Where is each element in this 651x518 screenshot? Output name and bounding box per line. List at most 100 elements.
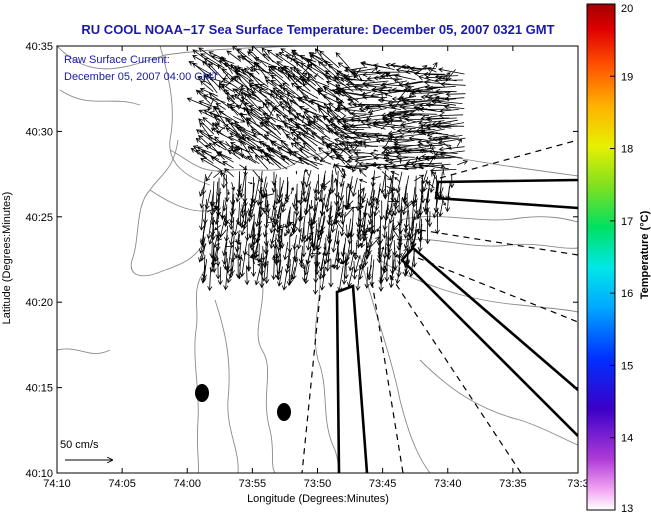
current-vector: [346, 156, 367, 163]
current-vector: [264, 260, 270, 285]
colorbar-tick-label: 13: [621, 503, 633, 515]
current-vector: [389, 131, 410, 137]
current-vector: [434, 207, 440, 235]
y-tick-label: 40:15: [25, 383, 53, 395]
current-vector: [432, 135, 463, 142]
current-vector: [418, 162, 449, 170]
current-vector: [277, 266, 283, 287]
current-vector: [258, 106, 276, 123]
current-vector: [249, 65, 274, 75]
current-vector: [319, 211, 326, 236]
current-vector: [218, 140, 239, 151]
current-vector: [244, 67, 260, 85]
current-vector: [228, 136, 247, 146]
current-vectors: [186, 46, 469, 295]
current-vector: [296, 85, 311, 104]
current-vector: [329, 123, 355, 134]
current-vector: [248, 105, 267, 115]
current-vector: [438, 187, 444, 201]
current-vector: [417, 120, 445, 126]
y-tick-label: 40:10: [25, 468, 53, 480]
current-vector: [202, 94, 226, 103]
current-vector: [386, 88, 417, 94]
current-vector: [358, 166, 369, 171]
current-vector: [262, 193, 274, 198]
current-vector: [210, 156, 225, 166]
current-vector: [399, 157, 402, 164]
current-vector: [302, 142, 324, 160]
current-vector: [325, 246, 331, 272]
current-vector: [316, 174, 322, 196]
current-vector: [232, 88, 253, 106]
colorbar-tick-label: 17: [621, 216, 633, 228]
current-vector: [227, 149, 241, 160]
current-vector: [303, 111, 316, 122]
current-vector: [304, 213, 311, 242]
current-vector: [434, 175, 440, 197]
colorbar: [586, 3, 616, 511]
current-vector: [339, 133, 372, 141]
current-vector: [286, 206, 292, 228]
current-vector: [221, 171, 228, 184]
current-vector: [200, 265, 206, 284]
current-vector: [271, 210, 277, 229]
current-vector: [262, 102, 274, 117]
x-tick-label: 73:35: [499, 478, 527, 490]
current-vector: [246, 155, 260, 165]
current-vector: [379, 265, 386, 283]
current-vector: [231, 182, 235, 191]
current-vector: [416, 65, 428, 75]
current-vector: [440, 81, 466, 87]
current-vector: [335, 106, 366, 113]
current-vector: [221, 84, 234, 92]
current-vector: [427, 134, 456, 141]
current-vector: [317, 225, 323, 241]
current-vector: [237, 66, 254, 82]
current-vector: [341, 167, 347, 176]
current-vector: [305, 168, 310, 176]
current-vector: [216, 152, 234, 163]
current-vector: [208, 229, 215, 245]
current-vector: [218, 110, 239, 124]
current-vector: [250, 253, 256, 265]
current-vector: [240, 192, 242, 196]
current-vector: [387, 174, 394, 196]
current-vector: [384, 93, 393, 98]
current-vector: [428, 85, 456, 91]
current-vector: [303, 192, 310, 216]
current-vector: [306, 64, 332, 80]
current-vector: [361, 193, 367, 204]
current-vector: [265, 131, 289, 146]
current-vector: [192, 62, 212, 80]
x-tick-label: 73:45: [369, 478, 397, 490]
current-vector: [317, 87, 340, 100]
current-vector: [222, 252, 229, 271]
current-vector: [418, 163, 451, 170]
current-vector: [282, 87, 305, 104]
current-vector: [393, 148, 423, 154]
current-vector: [378, 209, 380, 213]
current-vector: [351, 177, 358, 198]
current-vector: [186, 97, 211, 109]
current-vector: [281, 200, 289, 207]
current-vector: [409, 111, 437, 117]
current-vector: [438, 112, 464, 118]
current-vector: [385, 134, 392, 147]
current-vector: [293, 116, 316, 130]
current-vector: [307, 121, 331, 140]
current-vector: [442, 72, 451, 79]
current-vector: [328, 259, 334, 288]
current-vector: [202, 259, 208, 280]
current-vector: [212, 141, 227, 151]
current-vector: [257, 262, 267, 267]
current-vector: [280, 155, 305, 165]
current-vector: [275, 93, 296, 112]
current-vector: [335, 52, 351, 69]
current-vector: [377, 104, 402, 110]
current-vector: [396, 193, 402, 214]
current-vector: [217, 63, 233, 82]
current-vector: [204, 189, 212, 211]
current-vector: [269, 93, 284, 109]
current-vector: [381, 246, 385, 254]
current-vector: [428, 62, 438, 75]
